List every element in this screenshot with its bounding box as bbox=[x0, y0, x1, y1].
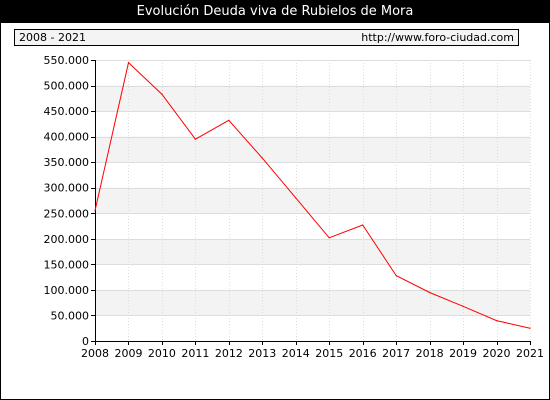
data-point bbox=[362, 224, 364, 226]
site-link[interactable]: http://www.foro-ciudad.com bbox=[361, 31, 514, 44]
x-tick-label: 2017 bbox=[382, 347, 410, 360]
data-point bbox=[395, 275, 397, 277]
x-tick-label: 2009 bbox=[114, 347, 142, 360]
data-point bbox=[127, 61, 130, 64]
tick-labels: 0 50.000 100.000 150.000 200.000 250.000 300.0… bbox=[44, 54, 545, 360]
x-tick-label: 2016 bbox=[349, 347, 377, 360]
axes bbox=[91, 60, 531, 345]
data-point bbox=[194, 138, 196, 140]
data-point bbox=[328, 237, 330, 239]
y-tick-label: 450.000 bbox=[44, 105, 90, 118]
y-tick-label: 400.000 bbox=[44, 131, 90, 144]
x-tick-label: 2011 bbox=[181, 347, 209, 360]
data-point bbox=[429, 291, 431, 294]
chart-title: Evolución Deuda viva de Rubielos de Mora bbox=[1, 1, 549, 23]
x-tick-label: 2019 bbox=[449, 347, 477, 360]
data-point bbox=[529, 327, 531, 329]
y-tick-label: 0 bbox=[82, 335, 89, 348]
data-point bbox=[261, 157, 263, 159]
plot-band bbox=[95, 289, 530, 316]
x-tick-label: 2008 bbox=[81, 347, 109, 360]
plot-band bbox=[95, 238, 530, 265]
info-bar: 2008 - 2021 http://www.foro-ciudad.com bbox=[14, 29, 519, 46]
x-tick-label: 2012 bbox=[215, 347, 243, 360]
plot-band bbox=[95, 136, 530, 163]
series-layer bbox=[94, 61, 531, 329]
y-tick-label: 550.000 bbox=[44, 54, 90, 67]
y-tick-label: 350.000 bbox=[44, 156, 90, 169]
plot-area bbox=[95, 60, 530, 341]
x-tick-label: 2010 bbox=[148, 347, 176, 360]
x-tick-label: 2021 bbox=[516, 347, 544, 360]
y-tick-label: 100.000 bbox=[44, 284, 90, 297]
x-tick-label: 2018 bbox=[416, 347, 444, 360]
y-tick-label: 150.000 bbox=[44, 258, 90, 271]
x-tick-label: 2014 bbox=[282, 347, 310, 360]
data-point bbox=[295, 197, 297, 199]
period-label: 2008 - 2021 bbox=[19, 31, 86, 44]
x-tick-label: 2015 bbox=[315, 347, 343, 360]
data-point bbox=[228, 119, 230, 121]
y-tick-label: 250.000 bbox=[44, 207, 90, 220]
data-point bbox=[94, 210, 96, 212]
data-point bbox=[495, 319, 498, 322]
x-tick-label: 2020 bbox=[483, 347, 511, 360]
data-point bbox=[161, 93, 163, 95]
series-line bbox=[94, 61, 531, 329]
plot-band bbox=[95, 187, 530, 214]
y-tick-label: 500.000 bbox=[44, 80, 90, 93]
x-tick-label: 2013 bbox=[248, 347, 276, 360]
y-tick-label: 200.000 bbox=[44, 233, 90, 246]
y-tick-label: 300.000 bbox=[44, 182, 90, 195]
data-point bbox=[462, 305, 464, 307]
y-tick-label: 50.000 bbox=[51, 309, 90, 322]
plot-band bbox=[95, 85, 530, 112]
